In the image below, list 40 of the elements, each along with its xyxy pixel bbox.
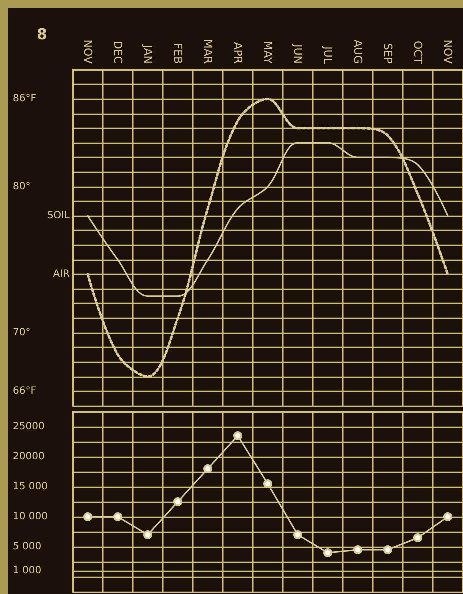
point (114, 512, 122, 522)
point (234, 432, 242, 440)
point (444, 512, 452, 522)
y-tick-label: 66°F (13, 386, 37, 397)
x-tick-label: DEC (112, 40, 124, 64)
point (294, 530, 302, 540)
y-tick-label: 86°F (13, 94, 37, 105)
y-tick-label: 1 000 (13, 566, 42, 576)
point (324, 548, 332, 558)
series-label: SOIL (47, 210, 70, 222)
y-tick-label: 80° (13, 181, 31, 192)
x-tick-label: NOV (442, 40, 454, 64)
y-tick-label: 5 000 (13, 542, 42, 552)
series-label: AIR (53, 269, 70, 280)
point (204, 464, 212, 474)
x-tick-label: NOV (82, 40, 94, 64)
x-tick-label: FEB (172, 43, 184, 64)
x-tick-label: SEP (382, 43, 394, 64)
y-tick-label: 25000 (13, 422, 45, 432)
x-tick-label: AUG (352, 40, 364, 64)
y-tick-label: 20000 (13, 452, 45, 462)
x-tick-label: OCT (412, 40, 424, 64)
y-tick-label: 10 000 (13, 512, 48, 522)
point (144, 530, 152, 540)
x-tick-label: APR (232, 42, 244, 64)
chart-title: 8 (37, 26, 48, 44)
x-tick-label: JUN (292, 43, 304, 64)
point (84, 512, 92, 522)
x-tick-label: MAY (262, 41, 274, 64)
point (414, 534, 422, 542)
x-tick-label: MAR (202, 39, 214, 64)
x-tick-label: JUL (322, 46, 334, 65)
x-tick-label: JAN (142, 44, 154, 64)
y-tick-label: 70° (13, 327, 31, 338)
point (354, 546, 362, 554)
point (384, 546, 392, 554)
line-series (86, 98, 450, 378)
point (264, 480, 272, 488)
point (174, 498, 182, 506)
y-tick-label: 15 000 (13, 482, 48, 492)
